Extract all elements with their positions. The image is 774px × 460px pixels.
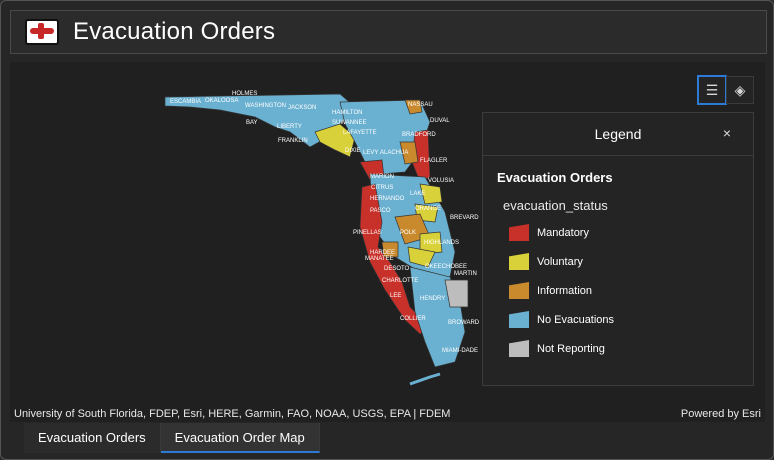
volusia-voluntary	[419, 183, 443, 205]
map-attribution[interactable]: University of South Florida, FDEP, Esri,…	[14, 408, 451, 420]
map-view[interactable]: ESCAMBIA OKALOOSA HOLMES WASHINGTON JACKSON B…	[10, 62, 765, 422]
hardee-information	[381, 241, 399, 258]
county-label: CITRUS	[371, 185, 393, 191]
legend-item-label: Information	[537, 284, 593, 297]
legend-swatch	[509, 253, 529, 270]
legend-item: Information	[509, 281, 753, 300]
agency-logo	[25, 19, 59, 45]
county-label: HARDEE	[370, 250, 395, 256]
county-label: VOLUSIA	[428, 178, 454, 184]
legend-swatch	[509, 340, 529, 357]
county-label: BROWARD	[448, 320, 480, 326]
okeechobee-voluntary	[407, 246, 436, 268]
highlands-voluntary	[419, 231, 443, 255]
county-label: MANATEE	[365, 256, 394, 262]
county-label: MARTIN	[454, 271, 477, 277]
county-label: FRANKLIN	[278, 138, 308, 144]
county-label: ALACHUA	[380, 150, 408, 156]
legend-swatch	[509, 311, 529, 328]
county-label: LAFAYETTE	[343, 130, 377, 136]
county-label: POLK	[400, 230, 416, 236]
nassau-information	[404, 99, 423, 115]
county-label: DUVAL	[430, 118, 450, 124]
county-label: HOLMES	[232, 91, 257, 97]
legend-item: Mandatory	[509, 223, 753, 242]
county-label: OKEECHOBEE	[425, 264, 467, 270]
county-label: SUWANNEE	[332, 120, 366, 126]
county-label: ORANGE	[415, 206, 441, 212]
legend-title: Legend	[594, 126, 642, 142]
legend-item-label: Not Reporting	[537, 342, 605, 355]
powered-by-esri[interactable]: Powered by Esri	[680, 408, 761, 420]
county-label: LAKE	[410, 191, 425, 197]
broward-not-reporting	[444, 279, 469, 308]
legend-item-label: Mandatory	[537, 226, 589, 239]
tab-evacuation-orders[interactable]: Evacuation Orders	[24, 423, 161, 453]
clay-information	[399, 141, 419, 165]
legend-swatch	[509, 282, 529, 299]
county-label: DIXIE	[345, 148, 361, 154]
county-label: WASHINGTON	[245, 103, 286, 109]
legend-item: No Evacuations	[509, 310, 753, 329]
legend-item-label: No Evacuations	[537, 313, 615, 326]
county-label: LIBERTY	[277, 124, 302, 130]
county-label: BREVARD	[450, 215, 479, 221]
county-label: OKALOOSA	[205, 98, 238, 104]
legend-item: Not Reporting	[509, 339, 753, 358]
county-label: BAY	[246, 120, 258, 126]
legend-item-label: Voluntary	[537, 255, 583, 268]
legend-layer-title: Evacuation Orders	[497, 170, 613, 185]
county-label: BRADFORD	[402, 132, 436, 138]
close-icon[interactable]: ×	[722, 125, 731, 141]
county-label: JACKSON	[288, 105, 316, 111]
county-label: CHARLOTTE	[382, 278, 418, 284]
legend-header: Legend ×	[483, 113, 753, 156]
layers-icon: ◈	[734, 81, 746, 98]
county-label: DESOTO	[384, 266, 410, 272]
county-label: HENDRY	[420, 296, 445, 302]
legend-swatch	[509, 224, 529, 241]
big-bend-voluntary	[314, 123, 356, 158]
county-label: MARION	[370, 174, 394, 180]
county-label: NASSAU	[408, 102, 433, 108]
county-label: HERNANDO	[370, 196, 405, 202]
county-label: HIGHLANDS	[424, 240, 459, 246]
county-label: MIAMI-DADE	[442, 348, 478, 354]
county-label: LEE	[390, 293, 401, 299]
county-label: PASCO	[370, 208, 391, 214]
legend-list-icon: ☰	[705, 81, 719, 98]
county-label: ESCAMBIA	[170, 99, 201, 105]
keys	[409, 372, 441, 386]
page-title: Evacuation Orders	[73, 18, 276, 45]
legend-panel: Legend × Evacuation Orders evacuation_st…	[482, 112, 754, 386]
county-label: COLLIER	[400, 316, 426, 322]
legend-toggle-button[interactable]: ☰	[697, 75, 727, 105]
county-label: HAMILTON	[332, 110, 362, 116]
tab-evacuation-order-map[interactable]: Evacuation Order Map	[160, 423, 320, 453]
county-label: FLAGLER	[420, 158, 448, 164]
county-label: PINELLAS	[353, 230, 382, 236]
county-label: LEVY	[363, 150, 378, 156]
legend-field-name: evacuation_status	[503, 198, 608, 213]
app-header: Evacuation Orders	[10, 10, 767, 54]
layers-toggle-button[interactable]: ◈	[726, 76, 754, 104]
legend-item: Voluntary	[509, 252, 753, 271]
tab-bar: Evacuation Orders Evacuation Order Map	[24, 423, 320, 453]
